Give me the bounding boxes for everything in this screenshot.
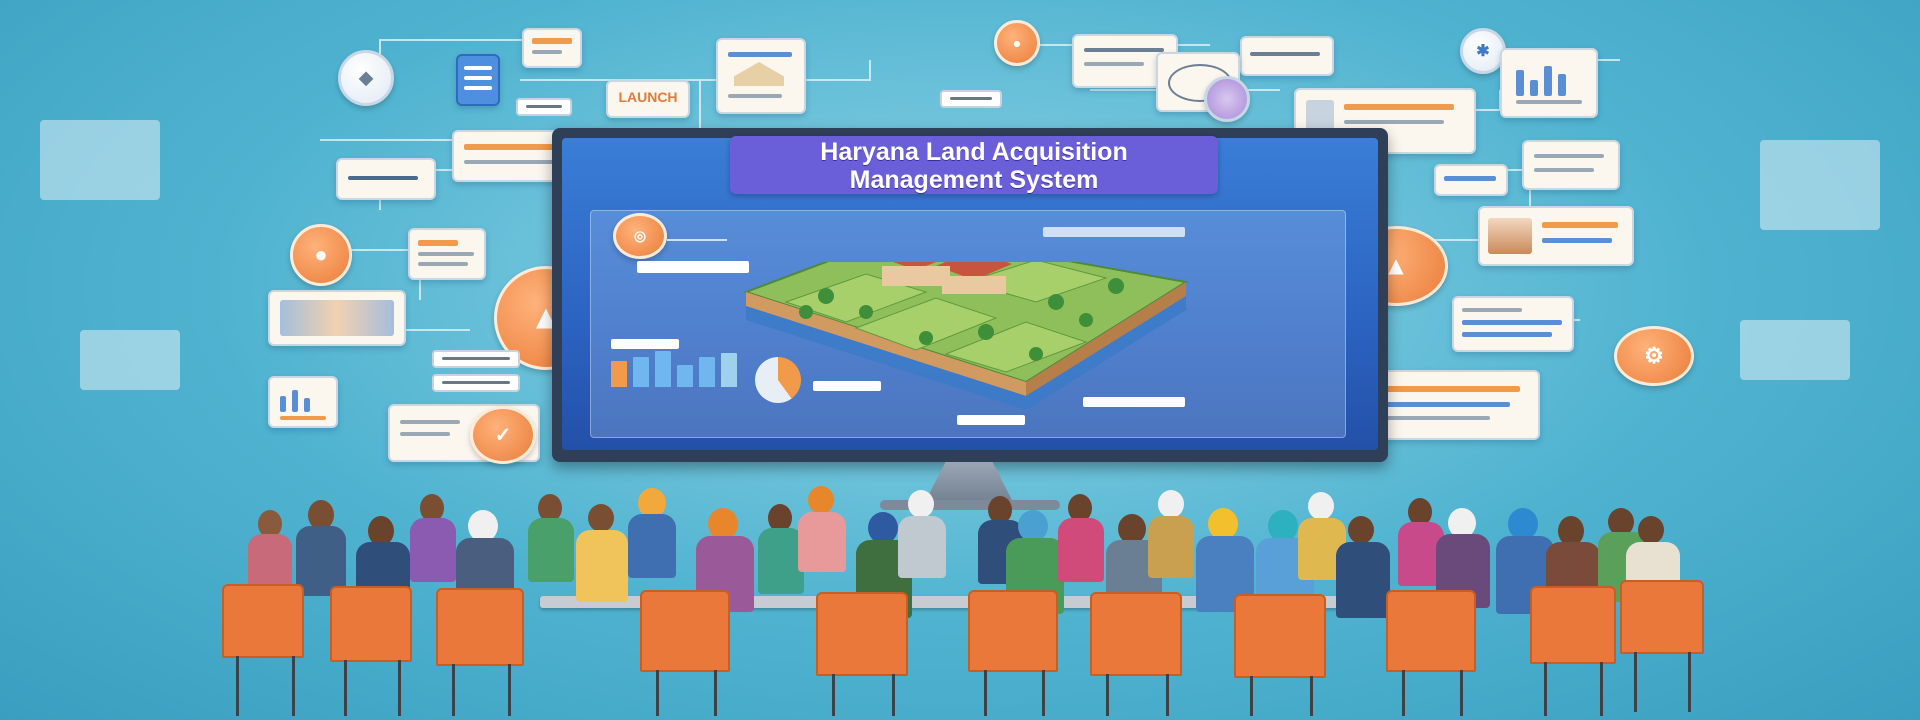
panel-label [1043, 227, 1185, 237]
report-card [1478, 206, 1634, 266]
line-chart [667, 219, 727, 241]
panel-label [611, 339, 679, 349]
chair [1234, 594, 1326, 678]
chair [436, 588, 524, 666]
title-line-2: Management System [849, 166, 1099, 194]
chair [330, 586, 412, 662]
location-icon: ◎ [613, 213, 667, 259]
fan-icon: ✱ [1460, 28, 1506, 74]
label-pill [940, 90, 1002, 108]
chair [222, 584, 304, 658]
doc-card [522, 28, 582, 68]
page-title: Haryana Land Acquisition Management Syst… [730, 136, 1218, 194]
user-icon: ● [290, 224, 352, 286]
text-card [1240, 36, 1334, 76]
pie-chart [755, 357, 801, 403]
launch-label: LAUNCH [618, 89, 678, 105]
chair [1530, 586, 1616, 664]
land-parcel-illustration [742, 262, 1189, 410]
monitor-base [880, 500, 1060, 510]
label-pill [432, 374, 520, 392]
bar-chart [611, 351, 741, 387]
location-icon: ◆ [338, 50, 394, 106]
image-card [716, 38, 806, 114]
chair [816, 592, 908, 676]
small-card [336, 158, 436, 200]
chair [1090, 592, 1182, 676]
location-icon: ● [994, 20, 1040, 66]
chair [1620, 580, 1704, 654]
chair [968, 590, 1058, 672]
panel-label [637, 261, 749, 273]
panel-label [813, 381, 881, 391]
chair [1386, 590, 1476, 672]
launch-tag: LAUNCH [606, 80, 690, 118]
panel-label [1083, 397, 1185, 407]
label-pill [516, 98, 572, 116]
chart-card [268, 376, 338, 428]
audience [0, 480, 1920, 720]
check-icon: ✓ [470, 406, 536, 464]
report-card [408, 228, 486, 280]
title-line-1: Haryana Land Acquisition [820, 138, 1128, 166]
map-card [268, 290, 406, 346]
panel-label [957, 415, 1025, 425]
chart-card [1500, 48, 1598, 118]
user-icon [1204, 76, 1250, 122]
doc-card [1522, 140, 1620, 190]
chair [640, 590, 730, 672]
label-pill [432, 350, 520, 368]
gear-icon: ⚙ [1614, 326, 1694, 386]
list-card [456, 54, 500, 106]
list-card [1452, 296, 1574, 352]
image-card [1434, 164, 1508, 196]
